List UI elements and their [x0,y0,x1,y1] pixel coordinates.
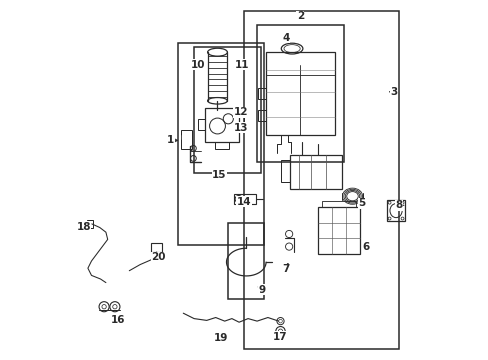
Text: 8: 8 [395,200,402,210]
Bar [239,117,244,126]
Bar [289,155,341,189]
Text: 10: 10 [190,60,204,70]
Bar [386,200,405,221]
Text: 17: 17 [273,332,287,342]
Bar [244,11,399,349]
Bar [194,47,260,173]
Bar [178,43,264,245]
Text: 20: 20 [151,252,166,262]
Text: 15: 15 [212,170,226,180]
Bar [280,160,289,182]
Text: 5: 5 [358,198,365,208]
Bar [214,142,228,149]
Text: 4: 4 [282,33,289,43]
Bar [151,243,162,252]
Bar [87,220,93,228]
Bar [321,201,355,207]
Bar [265,52,334,135]
Text: 1: 1 [167,135,174,145]
Bar [257,25,343,162]
Bar [181,130,191,149]
Text: 6: 6 [362,242,369,252]
Text: 13: 13 [233,123,247,133]
Bar [258,110,265,121]
Text: 7: 7 [281,264,288,274]
Text: 2: 2 [296,11,304,21]
Bar [228,223,264,299]
Bar [258,88,265,99]
Bar [234,194,256,204]
Text: 9: 9 [258,285,265,295]
Text: 11: 11 [234,60,249,70]
Text: 12: 12 [233,107,247,117]
Bar [204,108,239,142]
Text: 14: 14 [236,197,250,207]
Text: 3: 3 [389,87,397,97]
Bar [318,207,359,254]
Bar [198,119,204,130]
Text: 16: 16 [110,315,125,325]
Text: 19: 19 [213,333,228,343]
Text: 18: 18 [76,222,91,232]
